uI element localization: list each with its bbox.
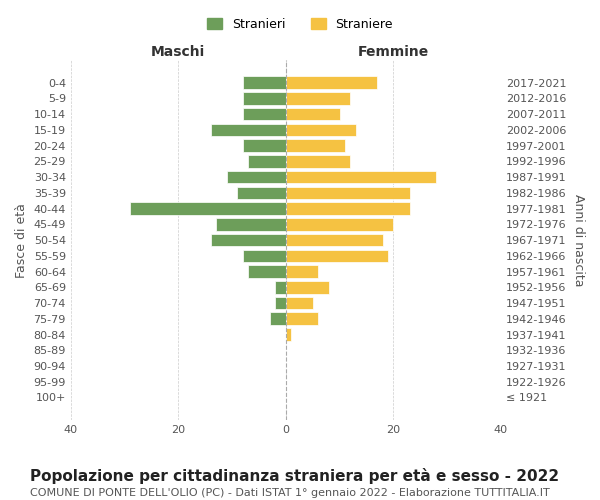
- Bar: [243, 250, 286, 262]
- Bar: [286, 92, 350, 104]
- Bar: [286, 266, 318, 278]
- Bar: [130, 202, 286, 215]
- Bar: [286, 281, 329, 293]
- Bar: [248, 266, 286, 278]
- Bar: [286, 155, 350, 168]
- Bar: [286, 328, 291, 341]
- Bar: [243, 108, 286, 120]
- Bar: [286, 296, 313, 310]
- Bar: [270, 312, 286, 325]
- Bar: [216, 218, 286, 230]
- Y-axis label: Fasce di età: Fasce di età: [15, 202, 28, 278]
- Text: Femmine: Femmine: [358, 45, 429, 59]
- Bar: [286, 124, 356, 136]
- Y-axis label: Anni di nascita: Anni di nascita: [572, 194, 585, 286]
- Bar: [243, 92, 286, 104]
- Bar: [211, 234, 286, 246]
- Bar: [243, 76, 286, 89]
- Bar: [275, 296, 286, 310]
- Bar: [286, 218, 394, 230]
- Legend: Stranieri, Straniere: Stranieri, Straniere: [201, 11, 399, 37]
- Bar: [286, 140, 345, 152]
- Text: COMUNE DI PONTE DELL'OLIO (PC) - Dati ISTAT 1° gennaio 2022 - Elaborazione TUTTI: COMUNE DI PONTE DELL'OLIO (PC) - Dati IS…: [30, 488, 550, 498]
- Bar: [286, 250, 388, 262]
- Bar: [286, 76, 377, 89]
- Bar: [275, 281, 286, 293]
- Bar: [248, 155, 286, 168]
- Bar: [286, 312, 318, 325]
- Bar: [286, 234, 383, 246]
- Bar: [227, 171, 286, 183]
- Bar: [238, 186, 286, 199]
- Bar: [211, 124, 286, 136]
- Bar: [286, 202, 410, 215]
- Bar: [286, 108, 340, 120]
- Bar: [286, 186, 410, 199]
- Bar: [243, 140, 286, 152]
- Bar: [286, 171, 436, 183]
- Text: Maschi: Maschi: [151, 45, 205, 59]
- Text: Popolazione per cittadinanza straniera per età e sesso - 2022: Popolazione per cittadinanza straniera p…: [30, 468, 559, 483]
